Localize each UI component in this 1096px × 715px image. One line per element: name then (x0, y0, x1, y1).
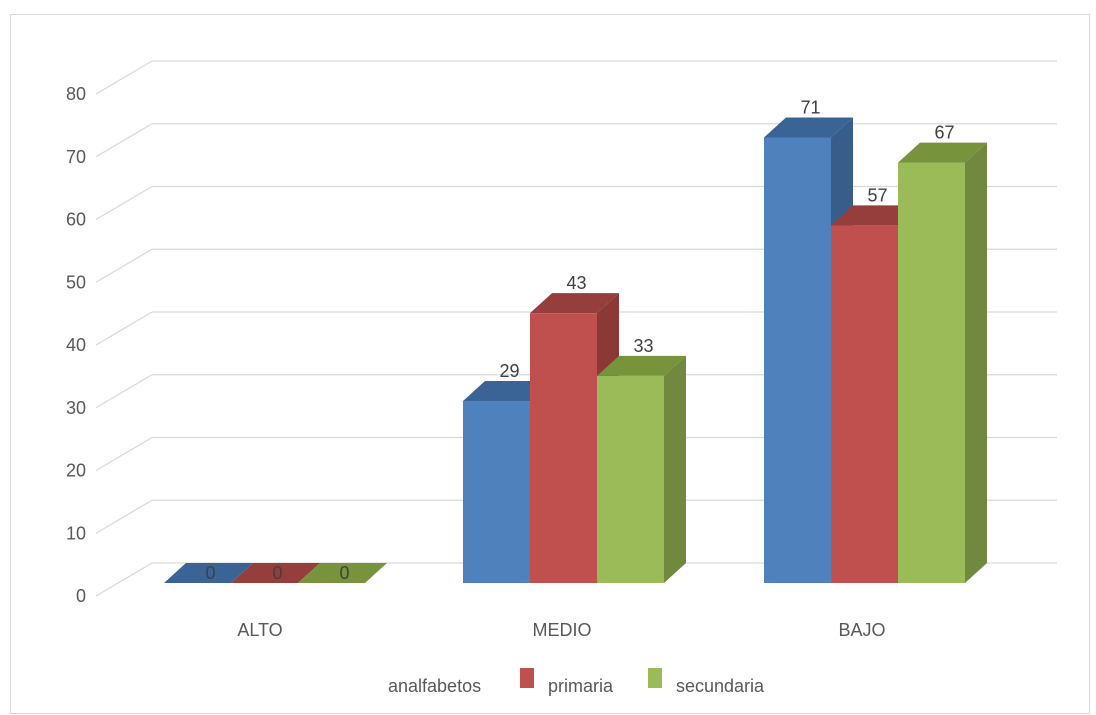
gridline-side (95, 185, 153, 221)
y-tick-label: 30 (66, 398, 86, 418)
gridline-side (95, 311, 153, 346)
legend-label: analfabetos (388, 676, 481, 696)
bar-secundaria-BAJO (898, 142, 987, 583)
y-tick-label: 80 (66, 84, 86, 104)
bars (164, 117, 987, 583)
bar-front (898, 162, 965, 583)
legend: analfabetos primaria secundaria (388, 668, 765, 696)
gridline-side (95, 248, 153, 283)
bar-top (231, 563, 320, 583)
data-label: 29 (499, 361, 519, 381)
y-tick-label: 70 (66, 147, 86, 167)
bar-top (530, 293, 619, 314)
y-tick-label: 10 (66, 523, 86, 543)
legend-item-primaria: primaria (520, 668, 614, 696)
data-label: 0 (272, 563, 282, 583)
data-label: 43 (566, 273, 586, 293)
gridline-side (95, 123, 153, 158)
x-axis-categories: ALTO MEDIO BAJO (237, 620, 885, 640)
bar-front (463, 401, 530, 583)
y-tick-label: 20 (66, 461, 86, 481)
data-label: 57 (867, 185, 887, 205)
data-label: 67 (934, 123, 954, 143)
bar-secundaria-MEDIO (597, 355, 686, 583)
x-category-label: BAJO (838, 620, 885, 640)
legend-item-secundaria: secundaria (648, 668, 765, 696)
bar-front (530, 313, 597, 583)
data-label: 0 (339, 563, 349, 583)
legend-swatch (648, 668, 662, 688)
bar-front (831, 225, 898, 583)
bar-analfabetos-ALTO (164, 563, 253, 583)
bar-primaria-ALTO (231, 563, 320, 583)
x-category-label: MEDIO (532, 620, 591, 640)
bar-top (898, 142, 987, 163)
bar-top (298, 563, 387, 583)
bar-side (664, 355, 686, 583)
legend-item-analfabetos: analfabetos (388, 676, 481, 696)
gridline-side (95, 499, 153, 534)
data-label: 71 (800, 97, 820, 117)
bar-top (597, 355, 686, 376)
bar-front (764, 137, 831, 583)
gridline-side (95, 60, 153, 95)
legend-swatch (520, 668, 534, 688)
legend-label: primaria (548, 676, 614, 696)
gridline-side (95, 374, 153, 409)
y-axis-ticks: 0 10 20 30 40 50 60 70 80 (66, 84, 86, 606)
legend-label: secundaria (676, 676, 765, 696)
bar-top (463, 381, 552, 402)
y-tick-label: 60 (66, 210, 86, 230)
data-labels: 0 0 0 29 43 33 71 57 67 (205, 97, 954, 583)
gridline-side (95, 562, 153, 597)
bar-secundaria-ALTO (298, 563, 387, 583)
y-tick-label: 50 (66, 272, 86, 292)
data-label: 0 (205, 563, 215, 583)
x-category-label: ALTO (237, 620, 282, 640)
data-label: 33 (633, 336, 653, 356)
gridline-side (95, 436, 153, 472)
bar-front (597, 375, 664, 583)
bar-top (764, 117, 853, 138)
bar-top (831, 205, 920, 226)
y-tick-label: 0 (76, 586, 86, 606)
y-tick-label: 40 (66, 335, 86, 355)
bar-side (965, 142, 987, 583)
bar-top (164, 563, 253, 583)
